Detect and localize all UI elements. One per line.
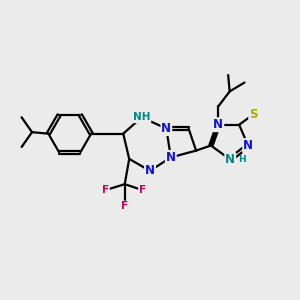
Text: S: S <box>249 108 258 121</box>
Text: F: F <box>102 185 109 195</box>
Text: N: N <box>243 139 253 152</box>
Text: N: N <box>161 122 171 135</box>
Text: F: F <box>139 185 146 195</box>
Text: N: N <box>166 151 176 164</box>
Text: F: F <box>121 202 128 212</box>
Text: N: N <box>213 118 224 131</box>
Text: NH: NH <box>133 112 150 122</box>
Text: N: N <box>145 164 155 177</box>
Text: N: N <box>225 153 235 166</box>
Text: H: H <box>238 155 246 164</box>
